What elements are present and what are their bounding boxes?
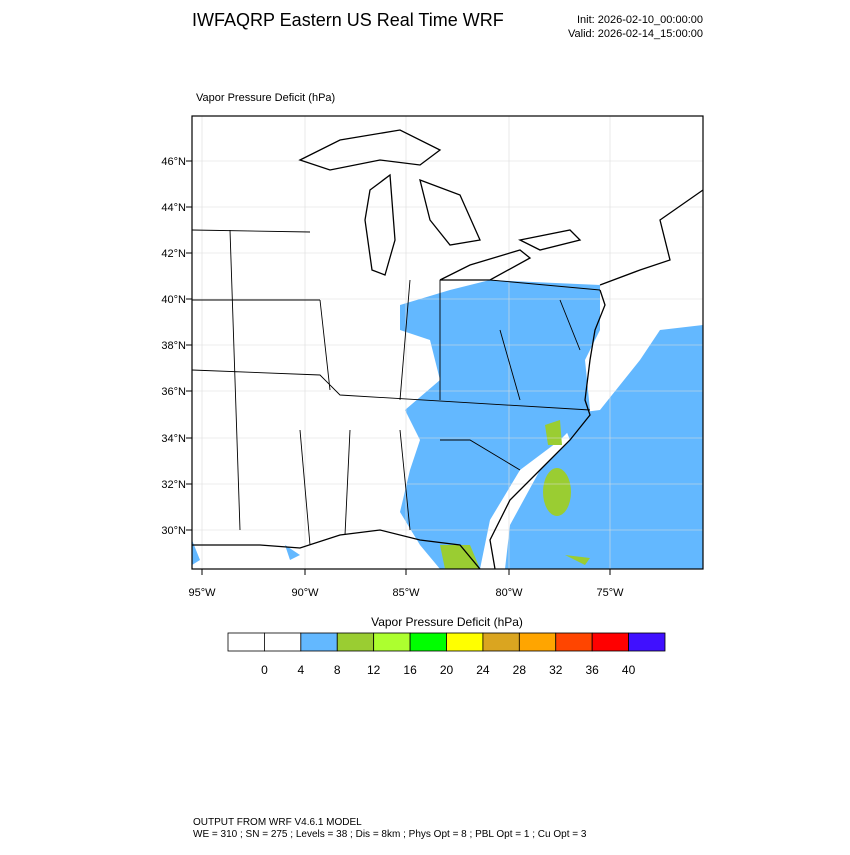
lon-label: 75°W	[596, 587, 624, 599]
colorbar-label: 24	[476, 663, 490, 677]
lon-label: 80°W	[495, 587, 523, 599]
init-time: Init: 2026-02-10_00:00:00	[577, 14, 703, 26]
lat-label: 44°N	[161, 202, 186, 214]
lat-label: 36°N	[161, 386, 186, 398]
lat-label: 38°N	[161, 340, 186, 352]
colorbar-label: 36	[585, 663, 599, 677]
colorbar-label: 32	[549, 663, 563, 677]
colorbar-label: 28	[513, 663, 527, 677]
colorbar-box	[300, 632, 338, 652]
colorbar-box	[628, 632, 666, 652]
lat-label: 46°N	[161, 156, 186, 168]
valid-time: Valid: 2026-02-14_15:00:00	[568, 28, 703, 40]
map-title: Vapor Pressure Deficit (hPa)	[196, 92, 335, 104]
colorbar-title: Vapor Pressure Deficit (hPa)	[371, 615, 523, 629]
colorbar-label: 8	[334, 663, 341, 677]
lat-label: 40°N	[161, 294, 186, 306]
colorbar-box	[555, 632, 593, 652]
map	[191, 115, 704, 570]
title: IWFAQRP Eastern US Real Time WRF	[192, 10, 504, 30]
colorbar-box	[482, 632, 520, 652]
colorbar-box	[446, 632, 484, 652]
colorbar-box	[264, 632, 302, 652]
colorbar-box	[409, 632, 447, 652]
colorbar-box	[591, 632, 629, 652]
colorbar-label: 12	[367, 663, 381, 677]
vpd-green-patch	[543, 468, 571, 516]
colorbar-label: 16	[403, 663, 417, 677]
lat-label: 42°N	[161, 248, 186, 260]
colorbar-label: 0	[261, 663, 268, 677]
lat-label: 30°N	[161, 525, 186, 537]
footer-line: OUTPUT FROM WRF V4.6.1 MODEL	[193, 817, 362, 828]
colorbar: 0 4 8 12 16 20 24 28 32 36 40	[227, 632, 666, 677]
graticule	[192, 116, 703, 569]
lon-label: 90°W	[291, 587, 319, 599]
vpd-green-patch	[440, 420, 590, 569]
lon-label: 85°W	[392, 587, 420, 599]
coastlines	[192, 129, 703, 569]
state-borders	[192, 229, 601, 546]
footer-line: WE = 310 ; SN = 275 ; Levels = 38 ; Dis …	[193, 829, 587, 840]
colorbar-box	[518, 632, 557, 652]
map-frame	[191, 115, 704, 570]
lat-label: 32°N	[161, 479, 186, 491]
lon-label: 95°W	[188, 587, 216, 599]
colorbar-label: 40	[622, 663, 636, 677]
colorbar-label: 4	[297, 663, 304, 677]
colorbar-label: 20	[440, 663, 454, 677]
lat-label: 34°N	[161, 433, 186, 445]
colorbar-box	[227, 632, 265, 652]
colorbar-box	[373, 632, 411, 652]
colorbar-box	[336, 632, 375, 652]
vpd-region	[400, 280, 600, 569]
